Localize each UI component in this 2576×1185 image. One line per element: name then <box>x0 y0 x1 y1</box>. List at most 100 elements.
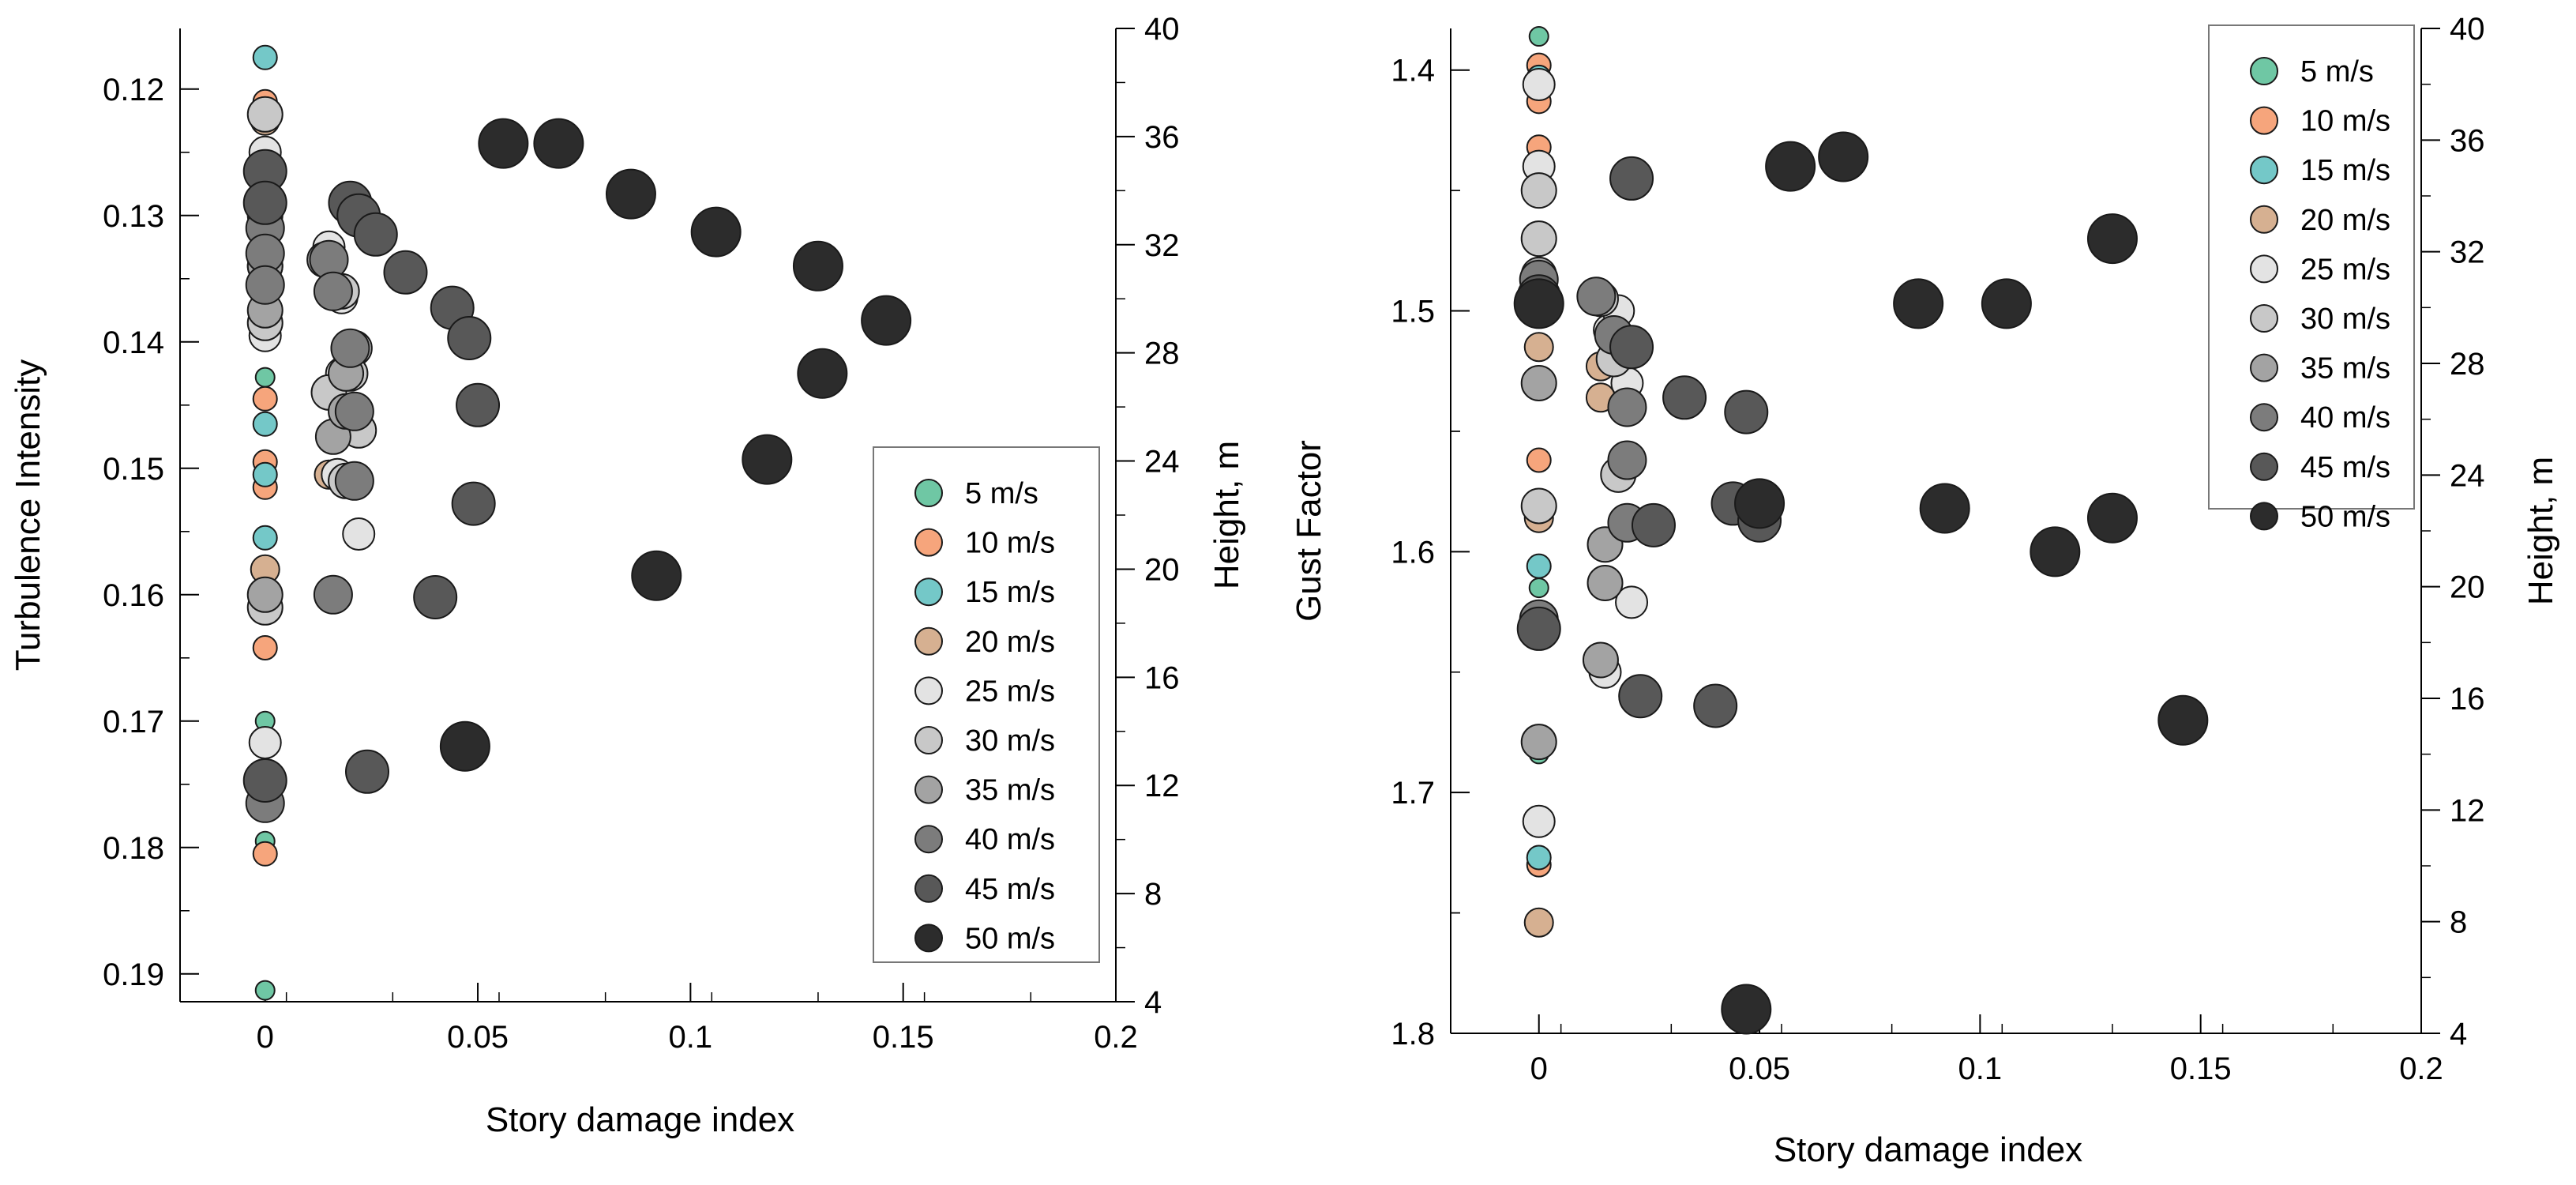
p0-legend-label: 25 m/s <box>965 675 1055 708</box>
p0-point-3 <box>252 461 278 487</box>
p1-x-tick-label: 0.05 <box>1729 1051 1790 1086</box>
p1-point-6 <box>1520 220 1557 258</box>
p0-point-3 <box>252 525 278 551</box>
p1-point-7 <box>1587 564 1624 601</box>
p0-x-tick-label: 0.15 <box>873 1020 934 1055</box>
p1-point-10 <box>1513 278 1564 329</box>
p1-y2-tick-label: 28 <box>2450 347 2485 382</box>
p1-point-10 <box>1893 278 1944 329</box>
p0-y-tick-label: 0.19 <box>103 957 164 992</box>
p0-y2-tick-label: 16 <box>1144 660 1180 695</box>
p1-point-2 <box>1526 447 1552 473</box>
p0-legend-box <box>873 446 1100 963</box>
p1-legend-label: 50 m/s <box>2300 500 2390 533</box>
p0-y2-tick-label: 4 <box>1144 985 1162 1020</box>
p0-legend-marker <box>914 726 943 754</box>
p0-point-8 <box>313 574 353 615</box>
p1-point-9 <box>1662 375 1707 420</box>
p0-point-9 <box>447 316 492 360</box>
p1-x-axis-title: Story damage index <box>1774 1130 2082 1169</box>
p0-point-9 <box>242 180 287 225</box>
p0-point-9 <box>456 382 501 427</box>
p1-point-9 <box>1516 606 1561 651</box>
p0-y2-axis-title: Height, m <box>1207 441 1246 589</box>
p0-legend-label: 15 m/s <box>965 576 1055 609</box>
p1-point-7 <box>1520 724 1557 761</box>
p0-point-9 <box>353 212 398 257</box>
p0-y2-tick-label: 36 <box>1144 120 1180 155</box>
p1-y2-tick-label: 16 <box>2450 682 2485 717</box>
p1-point-3 <box>1526 553 1552 579</box>
p1-point-5 <box>1522 68 1556 102</box>
p1-point-4 <box>1523 332 1554 363</box>
p0-point-10 <box>742 434 793 485</box>
p0-legend-marker <box>914 528 943 557</box>
p0-legend-marker <box>914 775 943 804</box>
p1-point-7 <box>1582 641 1619 679</box>
p0-point-2 <box>252 635 278 660</box>
p0-y2-tick-label: 40 <box>1144 12 1180 47</box>
p1-point-8 <box>1607 440 1647 480</box>
p0-y2-tick-label: 20 <box>1144 552 1180 587</box>
p0-point-3 <box>252 44 278 70</box>
p0-point-2 <box>252 841 278 867</box>
p1-y-tick-label: 1.4 <box>1391 54 1435 88</box>
p1-point-10 <box>1818 131 1869 182</box>
p0-point-10 <box>690 206 742 258</box>
p1-y2-tick-label: 4 <box>2450 1017 2467 1051</box>
p0-point-5 <box>342 517 376 551</box>
p1-legend-label: 15 m/s <box>2300 154 2390 187</box>
p0-point-3 <box>252 411 278 437</box>
p1-point-9 <box>1631 502 1676 547</box>
p0-y2-tick-label: 12 <box>1144 769 1180 803</box>
p1-point-8 <box>1607 387 1647 427</box>
p1-y2-tick-label: 24 <box>2450 458 2485 493</box>
p1-legend-marker <box>2250 353 2278 382</box>
p0-legend-marker <box>914 676 943 705</box>
p0-legend-marker <box>914 924 943 953</box>
p1-x-tick-label: 0.2 <box>2399 1051 2443 1086</box>
p0-x-tick-label: 0 <box>257 1020 274 1055</box>
p0-point-10 <box>631 550 682 601</box>
p1-point-4 <box>1523 907 1554 938</box>
p0-legend-marker <box>914 577 943 607</box>
p1-point-6 <box>1520 172 1557 209</box>
p0-point-9 <box>413 575 458 619</box>
p0-legend-label: 50 m/s <box>965 922 1055 955</box>
p0-legend-marker <box>914 479 943 507</box>
p0-y2-tick-label: 24 <box>1144 445 1180 480</box>
p0-legend-label: 5 m/s <box>965 477 1038 510</box>
p1-point-10 <box>2086 213 2138 265</box>
p1-x-tick-label: 0.15 <box>2170 1051 2232 1086</box>
p0-y-tick-label: 0.13 <box>103 199 164 234</box>
p0-point-1 <box>254 367 276 388</box>
p1-legend-label: 45 m/s <box>2300 451 2390 484</box>
p1-y2-tick-label: 12 <box>2450 793 2485 828</box>
p1-legend-label: 10 m/s <box>2300 105 2390 138</box>
p1-legend-label: 40 m/s <box>2300 401 2390 434</box>
p0-point-10 <box>439 720 490 772</box>
p1-y-tick-label: 1.7 <box>1391 776 1435 811</box>
p0-point-2 <box>252 386 278 412</box>
p1-legend-label: 20 m/s <box>2300 204 2390 237</box>
p0-point-1 <box>254 980 276 1001</box>
p0-point-10 <box>533 118 584 169</box>
turbulence-intensity-panel: 0 0.05 0.1 0.15 0.2 0.12 0.13 0.14 0.15 0.16 0.17 0… <box>9 12 1246 1139</box>
p1-point-9 <box>1609 156 1654 201</box>
p0-point-8 <box>313 271 353 311</box>
p0-legend-marker <box>914 874 943 903</box>
p1-point-1 <box>1528 26 1549 47</box>
p1-y2-tick-label: 32 <box>2450 235 2485 270</box>
p1-y2-tick-label: 40 <box>2450 12 2485 47</box>
p0-point-6 <box>246 96 284 133</box>
p1-y2-tick-label: 36 <box>2450 123 2485 158</box>
p0-y2-tick-label: 32 <box>1144 228 1180 263</box>
p0-legend-label: 45 m/s <box>965 873 1055 906</box>
p1-point-9 <box>1618 674 1663 719</box>
p0-legend-label: 20 m/s <box>965 626 1055 659</box>
p0-y-tick-label: 0.18 <box>103 831 164 866</box>
p1-legend-marker <box>2250 205 2278 234</box>
p1-point-5 <box>1522 804 1556 838</box>
p0-point-8 <box>245 265 285 305</box>
p1-point-3 <box>1526 845 1552 871</box>
